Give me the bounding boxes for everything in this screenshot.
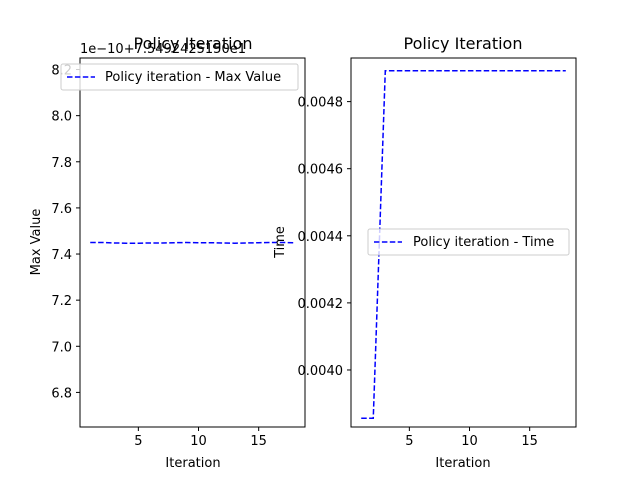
- time-chart: Policy Iteration Iteration Time 5 10 15 0.0…: [273, 34, 577, 471]
- x-tick-label: 5: [134, 434, 142, 449]
- x-axis-label: Iteration: [435, 456, 490, 471]
- max-value-chart: Policy Iteration 1e−10+7.5492425150e1 It…: [29, 34, 306, 471]
- y-tick-label: 0.0042: [298, 297, 344, 312]
- ticks: 5 10 15 0.0040 0.0042 0.0044 0.0046 0.0048: [298, 96, 538, 449]
- y-tick-label: 7.2: [51, 294, 72, 309]
- y-axis-label: Max Value: [29, 209, 44, 276]
- legend-label: Policy iteration - Max Value: [105, 70, 281, 85]
- legend: Policy iteration - Time: [367, 228, 570, 256]
- y-tick-label: 7.6: [51, 202, 72, 217]
- y-tick-label: 0.0040: [298, 364, 344, 379]
- legend-label: Policy iteration - Time: [413, 235, 554, 250]
- y-tick-label: 7.8: [51, 156, 72, 171]
- series-lines: [90, 241, 295, 244]
- legend: Policy iteration - Max Value: [60, 63, 299, 91]
- x-axis-label: Iteration: [165, 456, 220, 471]
- y-tick-label: 6.8: [51, 386, 72, 401]
- series-lines: [361, 70, 566, 420]
- y-offset-label: 1e−10+7.5492425150e1: [80, 42, 246, 57]
- series-line-0: [90, 241, 295, 244]
- x-tick-label: 10: [461, 434, 478, 449]
- plot-frame: [350, 57, 577, 428]
- y-tick-label: 0.0046: [298, 163, 344, 178]
- y-tick-label: 7.0: [51, 340, 72, 355]
- series-line-0: [361, 70, 566, 420]
- x-tick-label: 15: [250, 434, 267, 449]
- x-tick-label: 15: [521, 434, 538, 449]
- y-tick-label: 0.0044: [298, 230, 344, 245]
- chart-title: Policy Iteration: [404, 34, 523, 53]
- chart-title: Policy Iteration: [134, 34, 253, 53]
- x-tick-label: 5: [405, 434, 413, 449]
- x-tick-label: 10: [190, 434, 207, 449]
- y-tick-label: 0.0048: [298, 96, 344, 111]
- y-tick-label: 8.0: [51, 110, 72, 125]
- y-tick-label: 7.4: [51, 248, 72, 263]
- plot-frame: [79, 57, 306, 428]
- y-axis-label: Time: [273, 226, 288, 259]
